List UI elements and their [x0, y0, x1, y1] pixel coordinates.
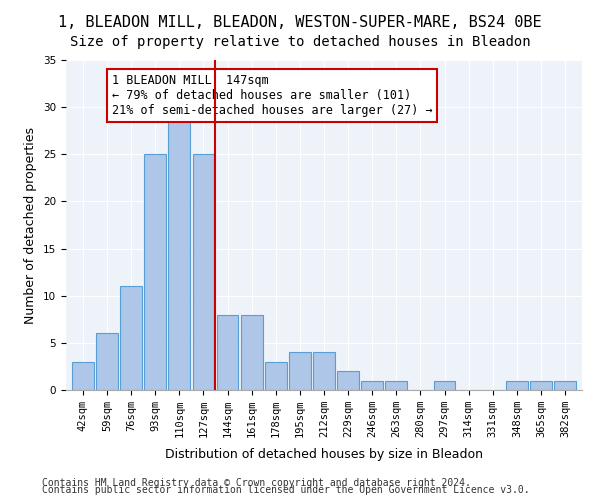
Text: 1 BLEADON MILL: 147sqm
← 79% of detached houses are smaller (101)
21% of semi-de: 1 BLEADON MILL: 147sqm ← 79% of detached…: [112, 74, 433, 117]
Bar: [313, 352, 335, 390]
Bar: [145, 154, 166, 390]
Bar: [289, 352, 311, 390]
Bar: [506, 380, 528, 390]
Bar: [554, 380, 576, 390]
Bar: [385, 380, 407, 390]
Bar: [120, 286, 142, 390]
Bar: [217, 314, 238, 390]
Text: Contains public sector information licensed under the Open Government Licence v3: Contains public sector information licen…: [42, 485, 530, 495]
Text: Contains HM Land Registry data © Crown copyright and database right 2024.: Contains HM Land Registry data © Crown c…: [42, 478, 471, 488]
Bar: [361, 380, 383, 390]
Bar: [265, 362, 287, 390]
Text: 1, BLEADON MILL, BLEADON, WESTON-SUPER-MARE, BS24 0BE: 1, BLEADON MILL, BLEADON, WESTON-SUPER-M…: [58, 15, 542, 30]
Bar: [169, 116, 190, 390]
Bar: [72, 362, 94, 390]
Bar: [337, 371, 359, 390]
X-axis label: Distribution of detached houses by size in Bleadon: Distribution of detached houses by size …: [165, 448, 483, 462]
Bar: [434, 380, 455, 390]
Bar: [193, 154, 214, 390]
Bar: [241, 314, 263, 390]
Bar: [530, 380, 552, 390]
Y-axis label: Number of detached properties: Number of detached properties: [25, 126, 37, 324]
Bar: [96, 334, 118, 390]
Text: Size of property relative to detached houses in Bleadon: Size of property relative to detached ho…: [70, 35, 530, 49]
